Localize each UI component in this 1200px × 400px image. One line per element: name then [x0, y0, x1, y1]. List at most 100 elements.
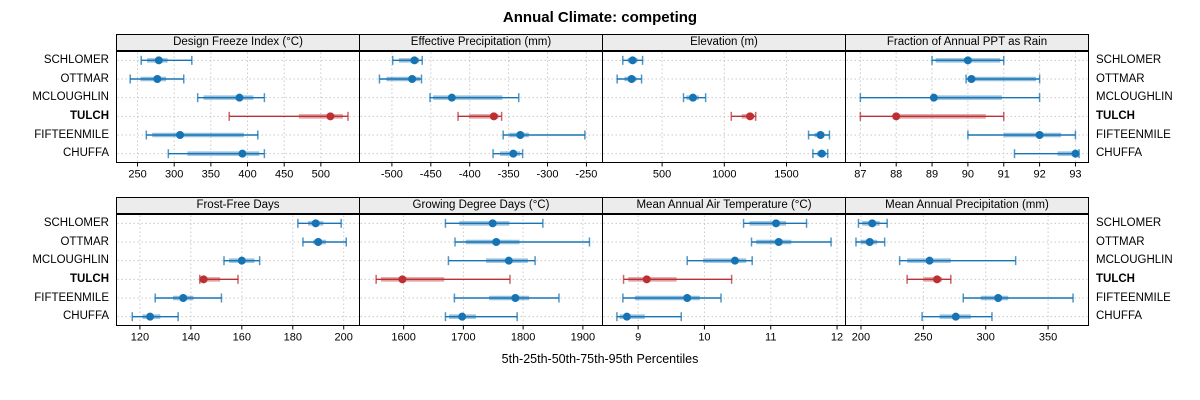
series-mcloughlin: [859, 93, 1041, 103]
median-dot: [238, 149, 247, 158]
median-dot: [398, 275, 407, 284]
median-dot: [951, 312, 960, 321]
x-tick-label: 140: [182, 332, 200, 344]
site-label-fifteenmile: FIFTEENMILE: [1096, 128, 1171, 141]
x-tick-label: 10: [698, 332, 710, 344]
site-label-ottmar: OTTMAR: [1096, 72, 1145, 85]
x-tick-label: 250: [128, 169, 146, 181]
series-fifteenmile: [622, 293, 722, 303]
site-label-fifteenmile: FIFTEENMILE: [1096, 291, 1171, 304]
median-dot: [410, 56, 419, 65]
series-ottmar: [750, 237, 832, 247]
site-label-ottmar: OTTMAR: [1096, 235, 1145, 248]
site-label-mcloughlin: MCLOUGHLIN: [32, 91, 109, 104]
median-dot: [447, 93, 456, 102]
median-dot: [688, 93, 697, 102]
x-tick-label: 400: [238, 169, 256, 181]
x-tick-label: 200: [852, 332, 870, 344]
x-tick-label: -250: [575, 169, 597, 181]
series-tulch: [730, 111, 757, 121]
series-ottmar: [454, 237, 591, 247]
series-tulch: [906, 274, 952, 284]
panel-strip-title: Mean Annual Precipitation (mm): [845, 197, 1089, 214]
series-tulch: [622, 274, 733, 284]
series-ottmar: [378, 74, 423, 84]
x-tick-label: 88: [890, 169, 902, 181]
series-mcloughlin: [898, 256, 1017, 266]
series-fifteenmile: [502, 130, 586, 140]
series-tulch: [199, 274, 239, 284]
series-mcloughlin: [429, 93, 520, 103]
panel-plot: 87 88 89 90 91 92 93: [845, 51, 1089, 181]
site-label-chuffa: CHUFFA: [63, 147, 109, 160]
series-mcloughlin: [682, 93, 707, 103]
panel-plot: 200 250 300 350: [845, 214, 1089, 344]
site-label-column-left: SCHLOMER OTTMAR MCLOUGHLIN TULCH FIFTEENMILE…: [0, 197, 116, 344]
series-chuffa: [131, 312, 179, 322]
panel-row-1: SCHLOMER OTTMAR MCLOUGHLIN TULCH FIFTEENMILE…: [0, 34, 1200, 181]
site-label-mcloughlin: MCLOUGHLIN: [1096, 254, 1173, 267]
median-dot: [683, 294, 692, 302]
panel-grid: SCHLOMER OTTMAR MCLOUGHLIN TULCH FIFTEENMILE…: [0, 34, 1200, 344]
series-mcloughlin: [196, 93, 266, 103]
median-dot: [504, 256, 513, 265]
median-dot: [492, 238, 501, 246]
series-fifteenmile: [967, 130, 1077, 140]
x-tick-label: 1900: [571, 332, 595, 344]
site-label-schlomer: SCHLOMER: [1096, 217, 1162, 229]
site-label-schlomer: SCHLOMER: [43, 54, 109, 66]
median-dot: [408, 75, 417, 83]
median-dot: [925, 256, 934, 265]
panel-plot: -500 -450 -400 -350 -300 -250: [359, 51, 603, 181]
site-label-column-right: SCHLOMER OTTMAR MCLOUGHLIN TULCH FIFTEENMILE…: [1089, 197, 1200, 344]
x-axis-caption: 5th-25th-50th-75th-95th Percentiles: [501, 352, 699, 366]
x-tick-label: -400: [459, 169, 481, 181]
x-tick-label: 87: [854, 169, 866, 181]
series-mcloughlin: [223, 256, 261, 266]
series-mcloughlin: [686, 256, 753, 266]
series-schlomer: [742, 218, 808, 228]
median-dot: [235, 93, 244, 102]
x-tick-label: 450: [275, 169, 293, 181]
x-tick-label: 1000: [712, 169, 736, 181]
series-tulch: [859, 111, 1005, 121]
median-dot: [967, 75, 976, 83]
panel-plot: 500 1000 1500: [602, 51, 846, 181]
site-label-column-right: SCHLOMER OTTMAR MCLOUGHLIN TULCH FIFTEENMILE…: [1089, 34, 1200, 181]
series-chuffa: [812, 149, 829, 159]
panel-frost-free-days: Frost-Free Days 120 140 160 180 200: [116, 197, 360, 344]
panel-plot: 250 300 350 400 450 500: [116, 51, 360, 181]
panel-row-2: SCHLOMER OTTMAR MCLOUGHLIN TULCH FIFTEENMILE…: [0, 197, 1200, 344]
panel-fraction-of-annual-ppt-as-rain: Fraction of Annual PPT as Rain 87 88 89 90 91…: [845, 34, 1089, 181]
x-tick-label: 350: [1039, 332, 1057, 344]
median-dot: [628, 56, 637, 65]
panel-mean-annual-precipitation-mm: Mean Annual Precipitation (mm) 200 250 300 3…: [845, 197, 1089, 344]
series-chuffa: [616, 312, 682, 322]
series-ottmar: [855, 237, 886, 247]
panel-strip-title: Effective Precipitation (mm): [359, 34, 603, 51]
x-tick-label: -450: [420, 169, 442, 181]
series-fifteenmile: [145, 130, 259, 140]
x-tick-label: -350: [498, 169, 520, 181]
series-schlomer: [140, 55, 193, 65]
x-tick-label: 93: [1069, 169, 1081, 181]
x-tick-label: 1600: [391, 332, 415, 344]
median-dot: [730, 256, 739, 265]
x-tick-label: 250: [914, 332, 932, 344]
median-dot: [314, 238, 323, 246]
series-chuffa: [167, 149, 266, 159]
x-tick-label: 350: [202, 169, 220, 181]
median-dot: [865, 238, 874, 246]
median-dot: [622, 312, 631, 321]
median-dot: [458, 312, 467, 321]
panel-strip-title: Frost-Free Days: [116, 197, 360, 214]
x-tick-label: 1800: [511, 332, 535, 344]
chart-title: Annual Climate: competing: [502, 9, 698, 26]
x-tick-label: 11: [765, 332, 776, 344]
x-tick-label: 89: [926, 169, 938, 181]
panel-effective-precipitation-mm: Effective Precipitation (mm) -500 -450 -400…: [359, 34, 603, 181]
site-label-chuffa: CHUFFA: [63, 310, 109, 323]
series-tulch: [457, 111, 503, 121]
panel-elevation-m: Elevation (m) 500 1000 1500: [602, 34, 846, 181]
series-ottmar: [965, 74, 1041, 84]
